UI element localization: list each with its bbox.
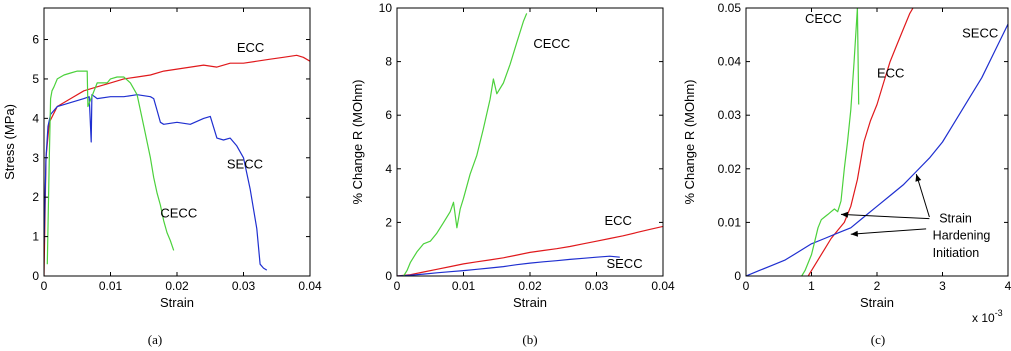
panel-b-y-tick-label: 4	[385, 162, 392, 176]
panel-c-y-tick-label: 0	[734, 269, 741, 283]
panel-c-y-tick-label: 0.01	[718, 215, 742, 229]
panel-c-y-tick-label: 0.04	[718, 55, 742, 69]
panel-a-y-tick-label: 3	[32, 151, 39, 165]
panel-c-x-tick-label: 0	[743, 279, 750, 293]
panel-b-series-secc-line	[397, 255, 620, 276]
panel-c-arrow-line	[840, 213, 930, 220]
panel-c-x-tick-label: 2	[874, 279, 881, 293]
panel-a-series-secc-line	[44, 94, 268, 271]
panel-a-series-ecc-line	[44, 54, 310, 276]
panel-a-x-axis-label: Strain	[160, 295, 194, 310]
panel-b-y-axis-label: % Change R (MOhm)	[350, 80, 365, 205]
panel-a-x-tick-label: 0.04	[298, 279, 322, 293]
panel-a-annotation-secc: SECC	[227, 156, 263, 171]
panel-c-x-axis-label: Strain	[860, 295, 894, 310]
panel-a-x-tick-label: 0	[41, 279, 48, 293]
panel-b-x-axis-label: Strain	[513, 295, 547, 310]
panel-b-x-tick-label: 0.01	[452, 279, 476, 293]
panel-b-series-cecc-line	[403, 13, 528, 276]
panel-a-x-tick-label: 0.02	[165, 279, 189, 293]
panel-c-y-tick-label: 0.03	[718, 108, 742, 122]
panel-a-x-tick-label: 0.03	[232, 279, 256, 293]
panel-a-y-tick-label: 2	[32, 190, 39, 204]
panel-b-series-ecc-line	[397, 225, 663, 276]
panel-c-series-cecc-line	[801, 8, 860, 276]
panel-c-y-tick-label: 0.02	[718, 162, 742, 176]
panel-b-y-tick-label: 6	[385, 108, 392, 122]
panel-a-x-tick-label: 0.01	[99, 279, 123, 293]
panel-b-x-tick-label: 0.02	[518, 279, 542, 293]
panel-c-arrow-head	[840, 211, 849, 218]
panel-c-annotation-secc: SECC	[962, 25, 998, 40]
panel-a-annotation-cecc: CECC	[160, 206, 197, 221]
panel-c-x-tick-label: 4	[1005, 279, 1011, 293]
panel-c-x-multiplier-exponent: -3	[995, 308, 1003, 318]
panel-c-arrow-line	[915, 174, 930, 218]
panel-b-x-tick-label: 0.03	[585, 279, 609, 293]
panel-a-y-axis-label: Stress (MPa)	[2, 104, 17, 180]
panel-c-series-secc-line	[746, 23, 1008, 276]
panel-b-annotation-secc: SECC	[606, 256, 642, 271]
panel-b-x-tick-label: 0.04	[651, 279, 675, 293]
panel-b-chart: 0 0.01 0.02 0.03 0.04 0 2 4 6 8 10 Strain % Change R…	[350, 1, 675, 310]
panel-b-x-tick-label: 0	[394, 279, 401, 293]
panel-a-series-cecc-line	[46, 70, 175, 265]
panel-a-annotation-ecc: ECC	[237, 40, 264, 55]
panel-c-annotation-initiation: Initiation	[933, 246, 980, 260]
panel-a-y-tick-label: 1	[32, 230, 39, 244]
panel-a-chart: 0 0.01 0.02 0.03 0.04 0 1 2 3 4 5 6 Strain Stress (MP…	[2, 7, 322, 310]
panel-b-y-tick-label: 8	[385, 55, 392, 69]
panel-b-annotation-ecc: ECC	[604, 213, 631, 228]
panel-c-annotation-cecc: CECC	[805, 11, 842, 26]
panel-c-x-tick-label: 3	[939, 279, 946, 293]
panel-c-series-ecc-line	[807, 8, 914, 276]
panel-a-caption: (a)	[148, 332, 162, 347]
panel-b-y-tick-label: 2	[385, 215, 392, 229]
panel-c-annotation-hardening: Hardening	[933, 229, 991, 243]
panel-c-arrow-head	[850, 230, 858, 237]
panel-c-arrow-line	[850, 228, 927, 235]
panel-b-annotation-cecc: CECC	[533, 36, 570, 51]
panel-c-annotation-strain: Strain	[939, 211, 972, 225]
panel-a-captions: (a) (b) (c)	[148, 332, 885, 347]
panel-a-axes-frame	[43, 7, 311, 277]
panel-c-x-tick-label: 1	[808, 279, 815, 293]
panel-c-y-tick-label: 0.05	[718, 1, 742, 15]
panel-b-y-tick-label: 10	[379, 1, 393, 15]
panel-b-y-tick-label: 0	[385, 269, 392, 283]
panel-c-x-multiplier: x 10-3	[972, 308, 1003, 325]
panel-a-y-tick-label: 5	[32, 72, 39, 86]
panel-c-caption: (c)	[871, 332, 885, 347]
panel-a-y-tick-label: 0	[32, 269, 39, 283]
panel-c-arrow-head	[915, 174, 922, 182]
panel-c-y-axis-label: % Change R (MOhm)	[682, 80, 697, 205]
panel-a-y-tick-label: 6	[32, 33, 39, 47]
panel-b-caption: (b)	[522, 332, 537, 347]
panel-c-chart: 0 1 2 3 4 0 0.01 0.02 0.03 0.04 0.05 Strain % Change…	[682, 1, 1011, 325]
panel-a-y-tick-label: 4	[32, 111, 39, 125]
panel-c-annotation-ecc: ECC	[877, 66, 904, 81]
